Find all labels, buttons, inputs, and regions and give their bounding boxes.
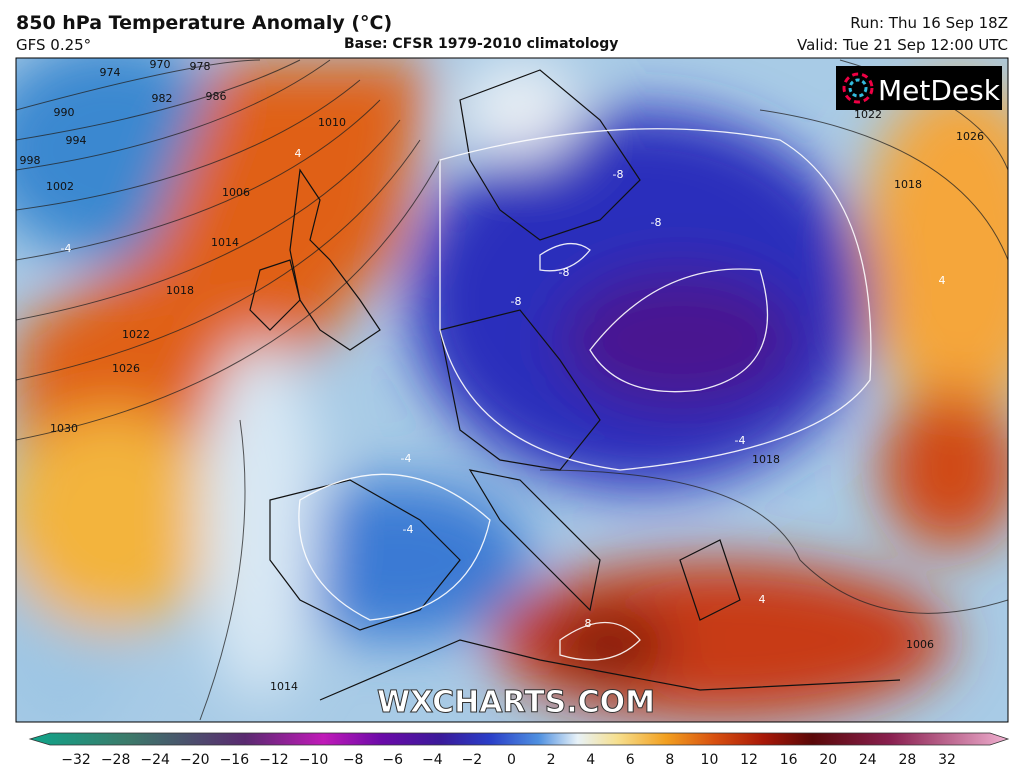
contour-label: 1002 <box>46 180 74 193</box>
contour-label: -8 <box>511 295 522 308</box>
colorbar-tick-label: 2 <box>547 752 556 768</box>
logo: MetDesk <box>878 74 1001 107</box>
colorbar-tick-label: −32 <box>61 752 91 768</box>
contour-label: 994 <box>66 134 87 147</box>
contour-label: 1030 <box>50 422 78 435</box>
colorbar-tick-label: −6 <box>382 752 403 768</box>
contour-label: -8 <box>613 168 624 181</box>
contour-label: 4 <box>759 593 766 606</box>
contour-label: 1018 <box>752 453 780 466</box>
contour-label: 1026 <box>112 362 140 375</box>
colorbar <box>28 732 1010 746</box>
valid: Valid: Tue 21 Sep 12:00 UTC <box>797 36 1008 54</box>
contour-label: -8 <box>559 266 570 279</box>
colorbar-tick-label: −4 <box>422 752 443 768</box>
contour-label: 4 <box>939 274 946 287</box>
colorbar-tick-label: −20 <box>180 752 210 768</box>
colorbar-tick-label: 16 <box>780 752 798 768</box>
contour-label: 974 <box>100 66 121 79</box>
colorbar-tick-label: 6 <box>626 752 635 768</box>
contour-label: 986 <box>206 90 227 103</box>
colorbar-tick-label: 4 <box>586 752 595 768</box>
colorbar-tick-label: 8 <box>665 752 674 768</box>
colorbar-tick-label: 24 <box>859 752 877 768</box>
colorbar-tick-label: −10 <box>299 752 329 768</box>
contour-label: -4 <box>61 242 72 255</box>
colorbar-tick-label: 10 <box>701 752 719 768</box>
contour-label: 1018 <box>894 178 922 191</box>
base: Base: CFSR 1979-2010 climatology <box>344 36 619 52</box>
contour-label: 982 <box>152 92 173 105</box>
contour-label: 970 <box>150 58 171 71</box>
contour-label: 4 <box>295 147 302 160</box>
colorbar-tick-label: −2 <box>462 752 483 768</box>
colorbar-tick-label: 12 <box>740 752 758 768</box>
contour-label: 1018 <box>166 284 194 297</box>
model: GFS 0.25° <box>16 36 92 54</box>
logo-box <box>836 66 1002 110</box>
contour-label: 1022 <box>854 108 882 121</box>
watermark: WXCHARTS.COM <box>377 685 655 720</box>
colorbar-tick-label: 0 <box>507 752 516 768</box>
contour-label: 978 <box>190 60 211 73</box>
contour-label: 1006 <box>906 638 934 651</box>
contour-label: 1014 <box>270 680 298 693</box>
contour-label: -4 <box>403 523 414 536</box>
contour-label: 1006 <box>222 186 250 199</box>
colorbar-tick-label: −24 <box>140 752 170 768</box>
run: Run: Thu 16 Sep 18Z <box>850 14 1008 32</box>
colorbar-tick-label: 32 <box>938 752 956 768</box>
contour-label: 1014 <box>211 236 239 249</box>
contour-label: -4 <box>735 434 746 447</box>
contour-label: -8 <box>651 216 662 229</box>
contour-label: 998 <box>20 154 41 167</box>
contour-label: 1022 <box>122 328 150 341</box>
colorbar-tick-label: −8 <box>343 752 364 768</box>
title: 850 hPa Temperature Anomaly (°C) <box>16 12 393 34</box>
logo-icon <box>842 72 874 104</box>
contour-label: 990 <box>54 106 75 119</box>
colorbar-tick-label: −12 <box>259 752 289 768</box>
contour-label: 1010 <box>318 116 346 129</box>
contour-label: -4 <box>401 452 412 465</box>
colorbar-tick-label: 28 <box>898 752 916 768</box>
contour-label: 1026 <box>956 130 984 143</box>
colorbar-tick-label: 20 <box>819 752 837 768</box>
colorbar-tick-label: −16 <box>220 752 250 768</box>
map-field <box>16 58 1008 722</box>
colorbar-tick-label: −28 <box>101 752 131 768</box>
contour-label: 8 <box>585 617 592 630</box>
